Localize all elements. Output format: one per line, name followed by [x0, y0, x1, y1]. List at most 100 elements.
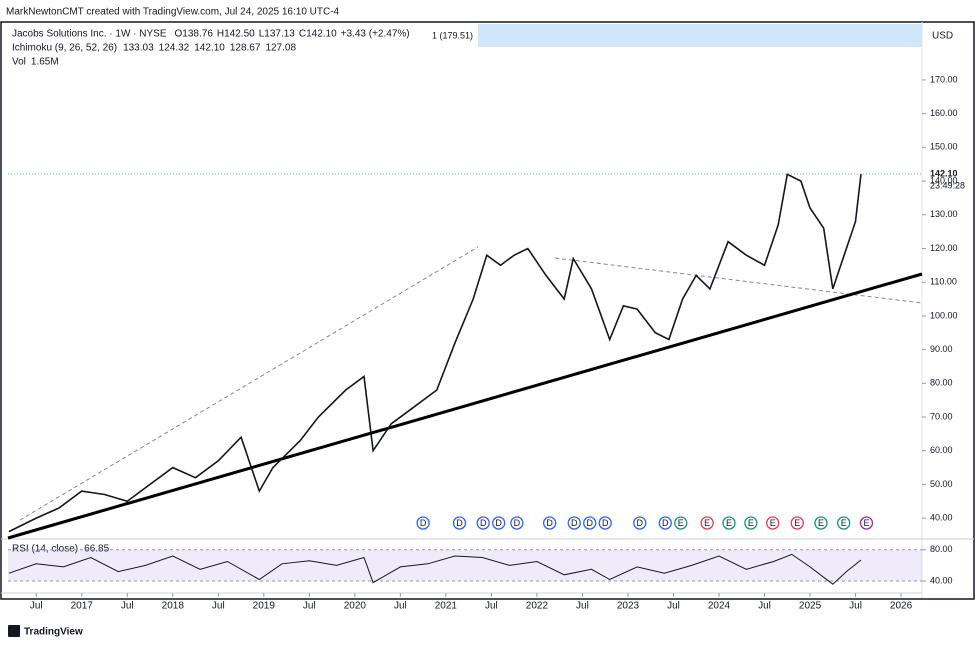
event-label: D [586, 518, 593, 528]
x-tick-label: 2025 [799, 601, 822, 612]
y-tick-label: 90.00 [930, 344, 953, 354]
event-marker [416, 516, 430, 530]
brand-logo: TradingView [8, 625, 83, 638]
x-tick-label: 2019 [253, 601, 276, 612]
price-line [8, 553, 862, 585]
x-tick-label: 2021 [435, 601, 458, 612]
rsi-reading: 66.85 [84, 544, 109, 555]
event-label: E [748, 518, 754, 528]
event-label: D [571, 518, 578, 528]
x-tick-label: Jul [576, 601, 589, 612]
y-tick-label: 70.00 [930, 411, 953, 421]
y-tick-label: 80.00 [930, 544, 953, 554]
event-label: E [841, 518, 847, 528]
volume-name: Vol [12, 57, 26, 68]
y-tick-label: 160.00 [930, 108, 958, 118]
y-tick-label: 120.00 [930, 243, 958, 253]
event-label: E [726, 518, 732, 528]
indicator-reading: 124.32 [159, 43, 190, 54]
x-tick-label: Jul [121, 601, 134, 612]
y-tick-label: 60.00 [930, 445, 953, 455]
y-tick-label: 100.00 [930, 310, 958, 320]
y-tick-label: 40.00 [930, 575, 953, 585]
y-tick-label: 40.00 [930, 512, 953, 522]
event-marker [766, 516, 780, 530]
event-label: E [770, 518, 776, 528]
event-marker [492, 516, 506, 530]
event-marker [674, 516, 688, 530]
event-marker [700, 516, 714, 530]
ohlc-reading: L137.13 [259, 29, 296, 40]
event-label: E [704, 518, 710, 528]
legend: Jacobs Solutions Inc. · 1W · NYSE Ichimo… [12, 29, 167, 555]
dashed-trendline [554, 257, 923, 304]
event-marker [633, 516, 647, 530]
event-marker [859, 516, 874, 530]
event-label: D [602, 518, 609, 528]
x-tick-label: Jul [667, 601, 680, 612]
x-tick-label: 2020 [344, 601, 367, 612]
event-marker [722, 516, 736, 530]
event-marker [814, 516, 828, 530]
event-label: D [637, 518, 644, 528]
indicator-reading: 127.08 [265, 43, 296, 54]
event-marker [583, 516, 597, 530]
brand: TradingView [24, 627, 83, 638]
event-label: D [495, 518, 502, 528]
event-marker [790, 516, 804, 530]
rsi-title: RSI (14, close) [12, 544, 78, 555]
event-label: E [794, 518, 800, 528]
event-label: D [456, 518, 463, 528]
event-label: D [662, 518, 669, 528]
countdown: 23:49:28 [930, 180, 965, 190]
event-marker [476, 516, 490, 530]
support-trendline [7, 272, 923, 540]
y-tick-label: 140.00 [930, 175, 958, 185]
x-tick-label: Jul [485, 601, 498, 612]
x-tick-label: Jul [758, 601, 771, 612]
currency: USD [932, 31, 953, 42]
chart-frame [0, 21, 975, 600]
ohlc-reading: H142.50 [217, 29, 255, 40]
event-label: D [480, 518, 487, 528]
banner-box [478, 24, 922, 47]
y-tick-label: 130.00 [930, 209, 958, 219]
banner: 1 (179.51) [432, 30, 473, 40]
event-marker [837, 516, 851, 530]
x-tick-label: 2023 [617, 601, 640, 612]
y-tick-label: 80.00 [930, 378, 953, 388]
x-tick-label: Jul [303, 601, 316, 612]
event-marker [567, 516, 581, 530]
event-marker [510, 516, 524, 530]
event-label: E [863, 518, 869, 528]
indicator-reading: 128.67 [230, 43, 261, 54]
event-label: D [514, 518, 521, 528]
volume-reading: 1.65M [31, 57, 59, 68]
indicator-reading: 133.03 [123, 43, 154, 54]
x-tick-label: Jul [394, 601, 407, 612]
y-tick-label: 150.00 [930, 142, 958, 152]
x-tick-label: 2018 [162, 601, 185, 612]
event-marker [452, 516, 467, 530]
indicator-reading: 142.10 [194, 43, 225, 54]
price-line [8, 173, 862, 533]
event-label: D [420, 518, 427, 528]
symbol-title: Jacobs Solutions Inc. · 1W · NYSE [12, 29, 167, 40]
event-marker [543, 516, 557, 530]
ohlc-reading: C142.10 [299, 29, 337, 40]
event-marker [598, 516, 612, 530]
x-tick-label: Jul [849, 601, 862, 612]
indicator-name: Ichimoku (9, 26, 52, 26) [12, 43, 117, 54]
x-tick-label: 2022 [526, 601, 549, 612]
event-label: D [546, 518, 553, 528]
y-tick-label: 50.00 [930, 479, 953, 489]
ohlc-reading: +3.43 (+2.47%) [341, 29, 410, 40]
ohlc-reading: O138.76 [175, 29, 214, 40]
credit: MarkNewtonCMT created with TradingView.c… [6, 7, 340, 18]
last-price-label: 142.10 [930, 168, 958, 178]
x-tick-label: 2026 [890, 601, 913, 612]
x-tick-label: 2017 [71, 601, 94, 612]
dashed-trendline [19, 246, 479, 521]
x-tick-label: 2024 [708, 601, 731, 612]
